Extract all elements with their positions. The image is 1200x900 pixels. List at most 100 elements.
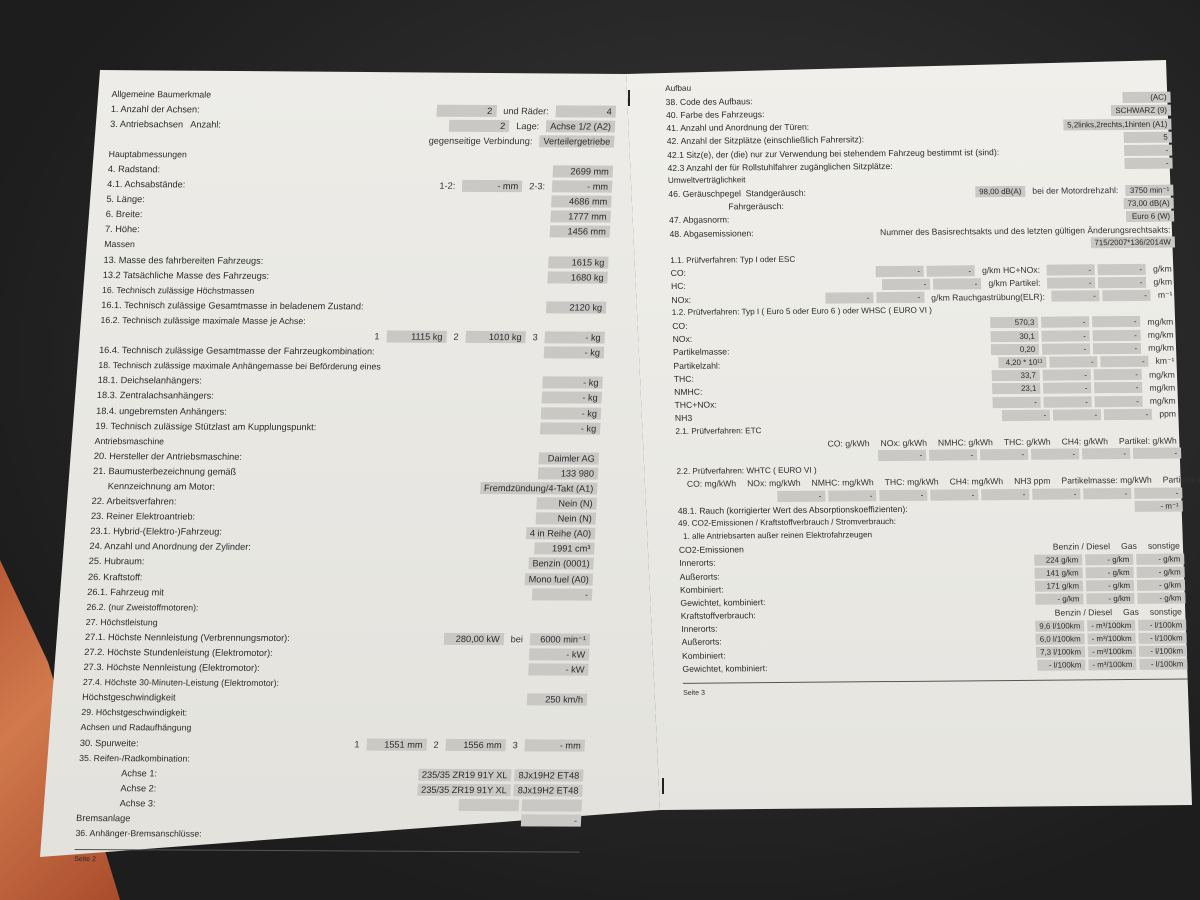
field-values: 235/35 ZR19 91Y XL 8Jx19H2 ET48 [162,782,583,797]
field-value: - [1124,157,1173,170]
inline-label: Partikel: g/kWh [1118,435,1177,446]
field-value: - [1134,487,1183,499]
field-label: 48. Abgasemissionen: [669,227,754,239]
field-values: Fremdzündung/4-Takt (A1) [221,481,598,495]
field-value [458,798,520,812]
inline-label: Nummer des Basisrechtsakts und des letzt… [879,224,1171,237]
field-value: 171 g/km [1034,580,1084,593]
field-values: Mono fuel (A0) [148,571,594,586]
field-value: - m³/100km [1087,632,1136,645]
field-values [938,308,1177,310]
field-label: 35. Reifen-/Radkombination: [78,752,191,764]
field-label: 47. Abgasnorm: [668,214,730,226]
field-value: Nein (N) [536,497,597,510]
field-values [204,607,591,609]
field-label: 19. Technisch zulässige Stützlast am Kup… [95,420,317,432]
field-values: - kg [233,405,602,420]
inline-label: Partikelzahl: kWh⁻¹ [1162,473,1200,485]
field-value: 23,1 [992,383,1041,395]
field-label: 16.1. Technisch zulässige Gesamtmasse in… [101,299,364,312]
field-label: 1.1. Prüfverfahren: Typ I oder ESC [670,254,796,265]
field-label: Außerorts: [679,571,720,582]
field-value: 1680 kg [547,270,608,284]
field-values: 1680 kg [275,270,608,284]
field-values: - [136,812,582,827]
inline-label: 1-2: [439,180,456,191]
field-label: CO: [672,320,688,331]
inline-label: 3 [512,739,519,750]
field-values: - [1005,144,1173,157]
field-value: - [1053,408,1102,421]
field-value: - g/km [1035,593,1084,606]
form-row: 36. Anhänger-Bremsanschlüsse: [75,826,581,844]
inline-label: 1 [374,331,380,342]
field-value: - [1032,488,1081,500]
field-values: - kW [278,647,590,661]
field-label: Hauptabmessungen [108,148,188,160]
field-label: Allgemeine Baumerkmale [111,88,212,100]
field-label: 26.2. (nur Zweistoffmotoren): [86,601,199,613]
field-label: 2.1. Prüfverfahren: ETC [675,426,762,436]
field-values: 280,00 kW bei 6000 min⁻¹ [296,632,591,646]
inline-label: sonstige [1149,606,1182,617]
field-value: - kW [528,648,590,661]
field-label: 26. Kraftstoff: [87,571,143,582]
field-value: - kg [539,421,601,435]
field-value: - mm [461,179,523,193]
field-values: - [898,157,1173,171]
field-label: Höchstgeschwindigkeit [81,692,176,703]
field-values [878,532,1183,535]
field-label: 46. Geräuschpegel Standgeräusch: [668,187,807,200]
inline-label: NMHC: mg/kWh [811,477,874,488]
field-label: Massen [104,239,136,250]
inline-label: gegenseitige Verbindung: [428,135,533,147]
field-values: 2699 mm [166,163,614,178]
field-label: Kennzeichnung am Motor: [92,480,216,492]
field-value: - [1002,409,1051,421]
field-value: - m⁻¹ [1134,500,1183,513]
field-values [902,519,1183,521]
field-value: - [828,490,877,502]
field-value: - [928,449,978,462]
field-value: 133 980 [537,467,599,480]
field-value: 4 in Reihe (A0) [525,527,596,540]
field-value: 1456 mm [549,225,611,239]
field-label: 16. Technisch zulässige Höchstmassen [101,284,255,296]
field-label: Partikelmasse: [672,346,730,358]
inline-label: m⁻¹ [1157,289,1173,300]
field-label: 18. Technisch zulässige maximale Anhänge… [98,360,381,372]
inline-label: g/km [1153,276,1173,288]
field-values [164,622,591,624]
field-value: - [1046,263,1096,276]
field-value: 73,00 dB(A) [1123,197,1174,209]
field-value: - [1094,382,1143,394]
field-label: 13.2 Tatsächliche Masse des Fahrzeugs: [102,269,270,281]
field-values: 1 1551 mm 2 1556 mm 3 - mm [144,737,586,752]
field-value: Benzin (0001) [528,557,594,571]
field-value: - [1083,487,1132,500]
field-value: - g/km [1085,553,1134,566]
field-value: - [1100,355,1149,368]
field-value: 4686 mm [551,195,612,208]
inline-label: bei [510,634,524,645]
field-value: - [1132,447,1182,460]
field-label: Kombiniert: [681,650,726,661]
field-value: Nein (N) [535,512,597,525]
field-value: - kg [544,331,605,344]
field-value: SCHWARZ (9) [1111,105,1172,117]
inline-label: sonstige [1147,540,1181,551]
field-value: - m³/100km [1087,619,1136,632]
inline-label: Gas [1122,606,1139,618]
field-values: - l/100km - m³/100km - l/100km [773,658,1188,674]
field-value: - [1123,144,1173,157]
field-value: - [979,449,1029,461]
field-label: 42. Anzahl der Sitzplätze (einschließlic… [666,134,865,147]
field-value: - l/100km [1138,645,1188,658]
field-label: 1. alle Antriebsarten außer reinen Elekt… [678,530,873,542]
field-values: 2120 kg [369,300,607,314]
field-label: THC: [673,373,695,384]
field-values: Benzin (0001) [150,556,594,571]
field-label: 4. Radstand: [107,164,161,175]
field-value: - [1097,263,1147,275]
